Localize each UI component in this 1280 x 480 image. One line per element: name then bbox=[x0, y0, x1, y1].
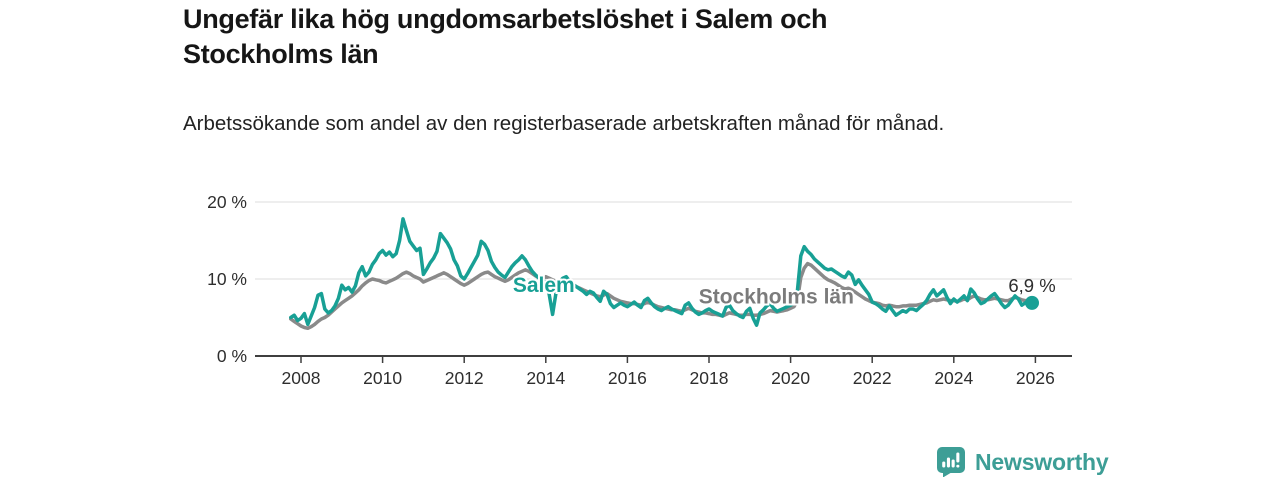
latest-value-dot bbox=[1025, 295, 1039, 310]
chart-title: Ungefär lika hög ungdomsarbetslöshet i S… bbox=[183, 4, 828, 70]
x-axis-tick-label: 2016 bbox=[608, 368, 647, 388]
x-axis-tick-label: 2014 bbox=[526, 368, 565, 388]
x-axis-tick-label: 2008 bbox=[282, 368, 321, 388]
series-line-salem bbox=[289, 217, 1034, 327]
line-chart: 0 % 10 % 20 % 2008 2010 2012 2014 2016 2018 2020 2… bbox=[207, 192, 1072, 388]
series-label-stockholms-l-n: Stockholms län bbox=[699, 286, 854, 309]
latest-value-label: 6,9 % bbox=[1008, 275, 1055, 296]
series-label-salem: Salem bbox=[513, 274, 575, 297]
x-axis-tick-label: 2022 bbox=[853, 368, 892, 388]
bar-chart-speech-bubble-icon bbox=[937, 447, 965, 477]
x-axis-tick-label: 2018 bbox=[690, 368, 729, 388]
chart-subtitle: Arbetssökande som andel av den registerb… bbox=[183, 112, 945, 135]
y-axis-tick-label: 20 % bbox=[207, 192, 247, 212]
series-line-stockholms-l-n bbox=[289, 261, 1034, 331]
x-axis-tick-label: 2012 bbox=[445, 368, 484, 388]
y-axis-tick-label: 10 % bbox=[207, 269, 247, 289]
x-axis-tick-label: 2010 bbox=[363, 368, 402, 388]
y-axis-tick-label: 0 % bbox=[217, 346, 247, 366]
x-axis-tick-label: 2026 bbox=[1016, 368, 1055, 388]
newsworthy-logo: Newsworthy bbox=[936, 446, 1109, 477]
x-axis-tick-label: 2020 bbox=[771, 368, 810, 388]
newsworthy-logo-text: Newsworthy bbox=[975, 448, 1109, 475]
x-axis-tick-label: 2024 bbox=[934, 368, 973, 388]
